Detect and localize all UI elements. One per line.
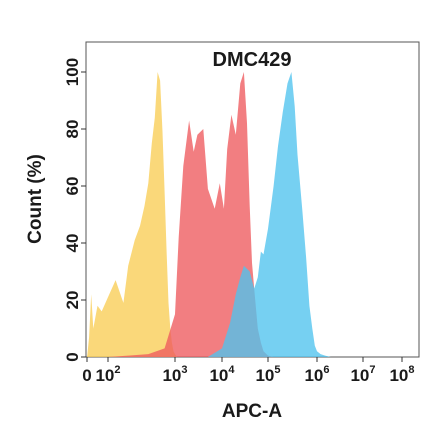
x-tick-label: 105 [255,364,280,385]
chart-title: DMC429 [213,49,292,71]
series-area-3 [207,72,331,357]
y-tick-label: 80 [63,120,82,139]
y-tick-label: 0 [63,352,82,361]
x-tick-label: 103 [162,364,187,385]
x-tick-label: 108 [389,364,414,385]
x-tick-label: 107 [350,364,375,385]
series-layer [87,72,331,357]
y-tick-label: 20 [63,291,82,310]
x-tick-label: 104 [209,364,235,385]
y-axis-title: Count (%) [25,154,46,244]
x-tick-label: 0 [82,366,91,385]
x-tick-label: 106 [304,364,329,385]
y-tick-label: 40 [63,234,82,253]
x-axis-title: APC-A [222,401,282,422]
y-tick-label: 100 [63,58,82,86]
series-area-2 [108,72,274,357]
y-tick-label: 60 [63,177,82,196]
series-area-1 [87,72,177,357]
x-tick-label: 102 [95,364,120,385]
